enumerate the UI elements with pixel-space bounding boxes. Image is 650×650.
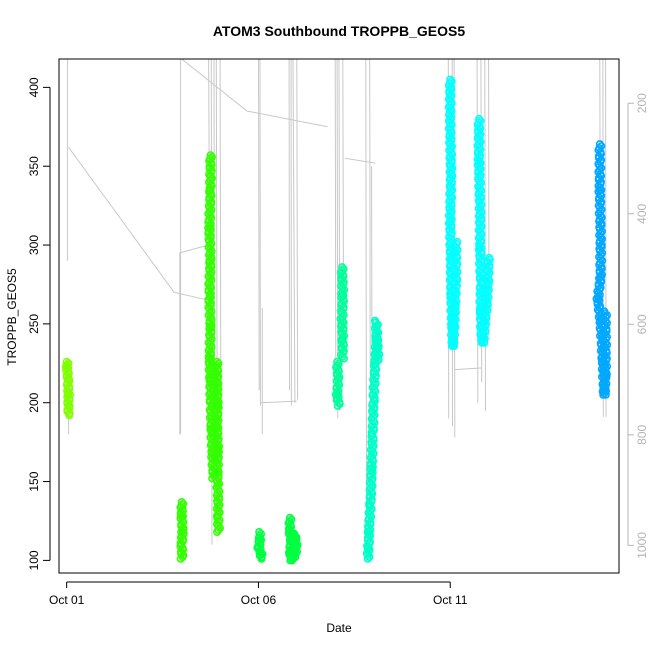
series-1 <box>176 497 188 563</box>
series-6-point-25 <box>333 401 342 410</box>
series-6 <box>331 357 344 410</box>
background-line-24 <box>365 58 368 561</box>
data-series <box>61 75 612 565</box>
series-3-point-57 <box>214 455 223 464</box>
series-4-point-19 <box>257 554 266 563</box>
series-10-point-170 <box>485 253 494 262</box>
y-tick-label-250: 250 <box>27 314 41 334</box>
series-0 <box>61 357 75 420</box>
series-2 <box>204 151 219 483</box>
series-7-point-50 <box>338 352 347 361</box>
series-5 <box>284 513 302 565</box>
background-line-18 <box>296 58 299 400</box>
series-5-point-52 <box>290 545 299 554</box>
background-line-2 <box>68 147 209 301</box>
background-line-10 <box>181 58 328 128</box>
series-5-point-56 <box>291 553 300 562</box>
y-tick-label-100: 100 <box>27 550 41 570</box>
series-8-point-153 <box>374 356 383 365</box>
series-9-point-158 <box>449 317 458 326</box>
series-11-point-184 <box>600 307 609 316</box>
chart-title: ATOM3 Southbound TROPPB_GEOS5 <box>213 23 465 39</box>
x-tick-label-1: Oct 06 <box>241 593 277 607</box>
series-3-point-98 <box>213 527 222 536</box>
y-tick-label-400: 400 <box>27 77 41 97</box>
series-10 <box>473 114 494 347</box>
y2-tick-label-200: 200 <box>635 93 649 113</box>
x-axis: Oct 01 Oct 06 Oct 11 <box>49 581 468 607</box>
background-line-3 <box>179 244 209 435</box>
series-7-point-51 <box>339 354 348 363</box>
background-line-13 <box>260 400 297 404</box>
background-profile-lines <box>66 58 607 561</box>
series-9-point-201 <box>453 237 462 246</box>
x-tick-label-2: Oct 11 <box>433 593 468 607</box>
y2-axis: 200 400 600 800 1000 <box>627 93 649 559</box>
series-3 <box>211 357 225 536</box>
y-axis-label: TROPPB_GEOS5 <box>5 268 19 366</box>
background-line-23 <box>344 157 376 164</box>
series-7 <box>336 263 349 363</box>
y2-tick-label-600: 600 <box>635 314 649 334</box>
y2-tick-label-800: 800 <box>635 424 649 444</box>
series-1-point-33 <box>178 552 187 561</box>
y-tick-label-200: 200 <box>27 392 41 412</box>
background-line-17 <box>292 58 296 403</box>
series-4 <box>253 527 267 563</box>
y2-tick-label-400: 400 <box>635 203 649 223</box>
series-0-point-33 <box>65 411 74 420</box>
series-1-point-34 <box>176 554 185 563</box>
series-6-point-24 <box>335 399 344 408</box>
series-5-point-54 <box>291 549 300 558</box>
series-8-point-152 <box>372 354 381 363</box>
plot-frame <box>58 58 620 574</box>
y2-tick-label-1000: 1000 <box>635 532 649 559</box>
y-tick-label-150: 150 <box>27 471 41 491</box>
background-line-30 <box>454 367 481 371</box>
series-8 <box>362 316 384 563</box>
series-9 <box>444 75 462 350</box>
y-axis: 100 150 200 250 300 350 400 <box>27 77 51 570</box>
x-tick-label-0: Oct 01 <box>49 593 85 607</box>
x-axis-label: Date <box>326 621 352 635</box>
y-tick-label-300: 300 <box>27 235 41 255</box>
series-11 <box>592 140 612 399</box>
background-line-19 <box>334 58 337 403</box>
background-line-11 <box>258 58 260 391</box>
y-tick-label-350: 350 <box>27 156 41 176</box>
